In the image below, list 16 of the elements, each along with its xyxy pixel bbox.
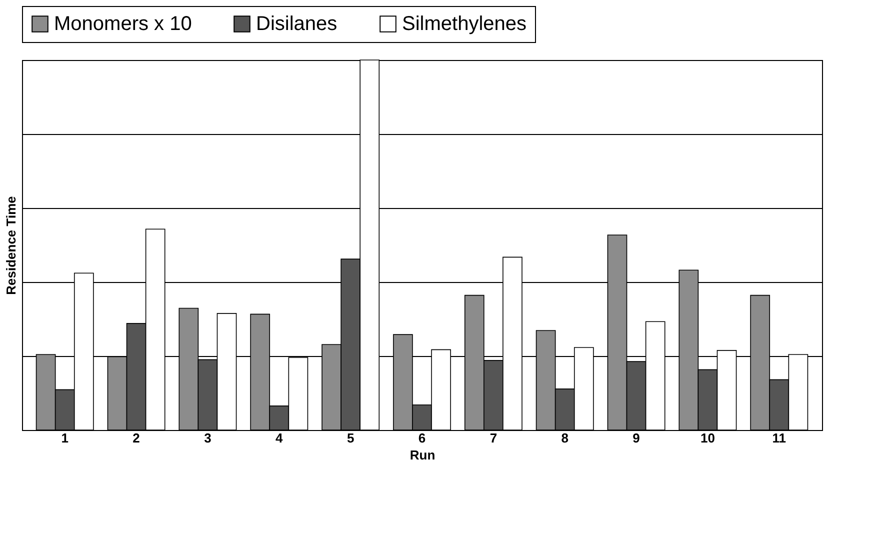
x-tick-label: 1 [61,430,68,446]
x-tick-label: 2 [132,430,140,446]
x-tick-label: 10 [700,430,715,446]
x-tick-label: 9 [632,430,640,446]
legend-label: Monomers x 10 [54,13,192,35]
x-tick-label: 11 [772,430,786,446]
x-tick-label: 7 [490,430,498,446]
y-axis-title: Residence Time [4,196,18,295]
legend-label: Silmethylenes [402,13,527,35]
x-tick-label: 4 [276,430,284,446]
x-tick-label: 8 [561,430,568,446]
x-tick-label: 5 [346,430,354,446]
x-tick-label: 3 [204,430,212,446]
x-tick-label: 6 [418,430,426,446]
legend-label: Disilanes [256,13,338,35]
x-axis-title: Run [410,448,436,462]
